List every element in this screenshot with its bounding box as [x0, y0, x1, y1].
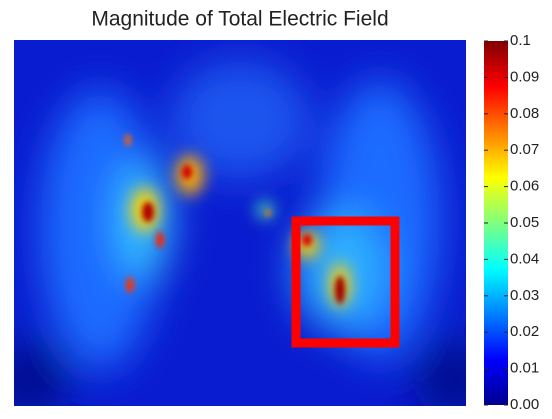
colorbar-tick-label: 0.05 — [510, 214, 539, 231]
colorbar-tick-label: 0.1 — [510, 32, 531, 49]
colorbar-tick-label: 0.09 — [510, 68, 539, 85]
field-image — [0, 40, 495, 419]
chart: Magnitude of Total Electric Field — [0, 0, 552, 419]
colorbar-tick-label: 0.07 — [510, 141, 539, 158]
colorbar-tick-label: 0.03 — [510, 287, 539, 304]
colorbar-tick-label: 0.06 — [510, 178, 539, 195]
colorbar-tick-label: 0.08 — [510, 105, 539, 122]
colorbar-tick-label: 0.04 — [510, 250, 539, 267]
colorbar-tick-label: 0.02 — [510, 323, 539, 340]
chart-title: Magnitude of Total Electric Field — [91, 8, 388, 31]
colorbar-tick-label: 0.01 — [510, 360, 539, 377]
colorbar-tick-label: 0.00 — [510, 396, 539, 413]
